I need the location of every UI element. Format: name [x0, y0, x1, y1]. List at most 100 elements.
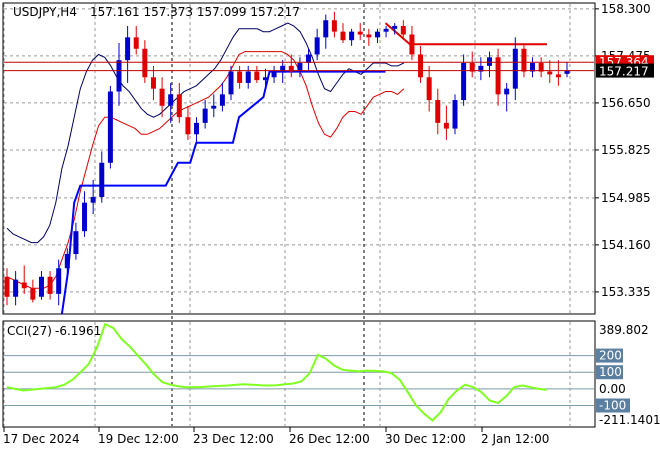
x-tick-label: 23 Dec 12:00: [193, 432, 274, 446]
symbol-label: USDJPY,H4: [13, 5, 77, 19]
candle-body: [426, 77, 432, 101]
current-price-tag: [596, 63, 654, 78]
candle-body: [116, 60, 122, 92]
candle-body: [107, 91, 113, 163]
candle-body: [82, 202, 88, 232]
price-tick-label: 154.160: [601, 238, 651, 252]
cci-value: -6.1961: [55, 324, 101, 338]
candle-body: [159, 88, 165, 106]
candle-body: [495, 57, 501, 95]
cci-panel-frame: [2, 320, 596, 428]
grid: [3, 4, 594, 426]
candle-body: [538, 63, 544, 72]
candle-body: [452, 100, 458, 129]
x-tick-label: 19 Dec 12:00: [98, 432, 179, 446]
candle-body: [245, 71, 251, 83]
candle-body: [306, 54, 312, 64]
candle-body: [564, 70, 570, 74]
candle-body: [418, 54, 424, 78]
candle-body: [38, 276, 44, 297]
cci-level-tag-text: 200: [599, 349, 622, 363]
candle-body: [547, 71, 553, 75]
candle-body: [383, 28, 389, 32]
candle-body: [262, 77, 268, 81]
candle-body: [99, 162, 105, 197]
price-tick-label: 158.300: [601, 2, 651, 16]
candle-body: [211, 105, 217, 109]
cci-level-tag-text: 100: [599, 365, 622, 379]
candle-body: [142, 48, 148, 78]
candle-body: [30, 288, 36, 300]
price-tick-label: 153.335: [601, 285, 651, 299]
candle-body: [521, 48, 527, 72]
candle-body: [331, 20, 337, 32]
candle-body: [237, 71, 243, 83]
candle-body: [133, 37, 139, 49]
price-tick-label: 156.650: [601, 96, 651, 110]
cci-axis-max: 389.802: [599, 323, 649, 337]
candle-body: [254, 71, 260, 81]
candle-body: [47, 276, 53, 294]
candle-body: [478, 65, 484, 72]
candle-body: [125, 37, 131, 61]
candle-body: [349, 31, 355, 41]
candle-body: [219, 94, 225, 106]
candle-body: [228, 71, 234, 95]
candle-body: [64, 253, 70, 269]
candle-body: [90, 196, 96, 203]
candle-body: [555, 74, 561, 78]
candle-body: [512, 48, 518, 89]
candle-body: [56, 268, 62, 294]
axes: 158.300157.475156.650155.825154.985154.1…: [3, 2, 654, 446]
price-panel-frame: [2, 2, 596, 315]
candle-body: [4, 276, 10, 297]
candle-body: [409, 34, 415, 55]
candle-body: [176, 94, 182, 118]
candle-body: [314, 37, 320, 55]
cci-line-layer: [6, 322, 548, 422]
candle-body: [443, 122, 449, 129]
candle-body: [374, 31, 380, 38]
candle-body: [280, 65, 286, 72]
candle-body: [392, 25, 398, 29]
cci-axis-min: -211.1401: [599, 413, 660, 427]
cci-level-lines: [4, 355, 594, 407]
candle-body: [435, 100, 441, 123]
candle-body: [21, 282, 27, 289]
candles: [4, 11, 570, 306]
cci-level-tag: [596, 348, 623, 363]
cci-line: [6, 322, 548, 422]
candle-body: [357, 31, 363, 35]
candle-body: [530, 63, 536, 72]
upper-band-line: [6, 22, 405, 244]
candle-body: [297, 63, 303, 72]
candle-body: [366, 34, 372, 38]
candle-body: [271, 71, 277, 78]
candle-body: [13, 279, 19, 297]
candle-body: [168, 94, 174, 106]
x-tick-label: 17 Dec 2024: [3, 432, 80, 446]
candle-body: [504, 88, 510, 95]
candle-body: [73, 231, 79, 254]
candle-body: [486, 57, 492, 66]
candle-body: [150, 77, 156, 89]
trailing-stop-up: [60, 70, 386, 315]
candle-body: [194, 122, 200, 135]
candle-body: [323, 20, 329, 38]
price-tick-label: 154.985: [601, 191, 651, 205]
x-tick-label: 26 Dec 12:00: [289, 432, 370, 446]
ohlc-readout: 157.161 157.373 157.099 157.217: [90, 5, 300, 19]
cci-label: CCI(27): [7, 324, 52, 338]
cci-level-tag: [596, 365, 623, 380]
x-tick-label: 2 Jan 12:00: [481, 432, 549, 446]
price-tick-label: 155.825: [601, 143, 651, 157]
current-price-value: 157.217: [599, 65, 649, 79]
candle-body: [469, 63, 475, 72]
cci-level-tag-text: -100: [599, 399, 626, 413]
candle-body: [400, 25, 406, 35]
candle-body: [202, 108, 208, 123]
candle-body: [340, 31, 346, 41]
